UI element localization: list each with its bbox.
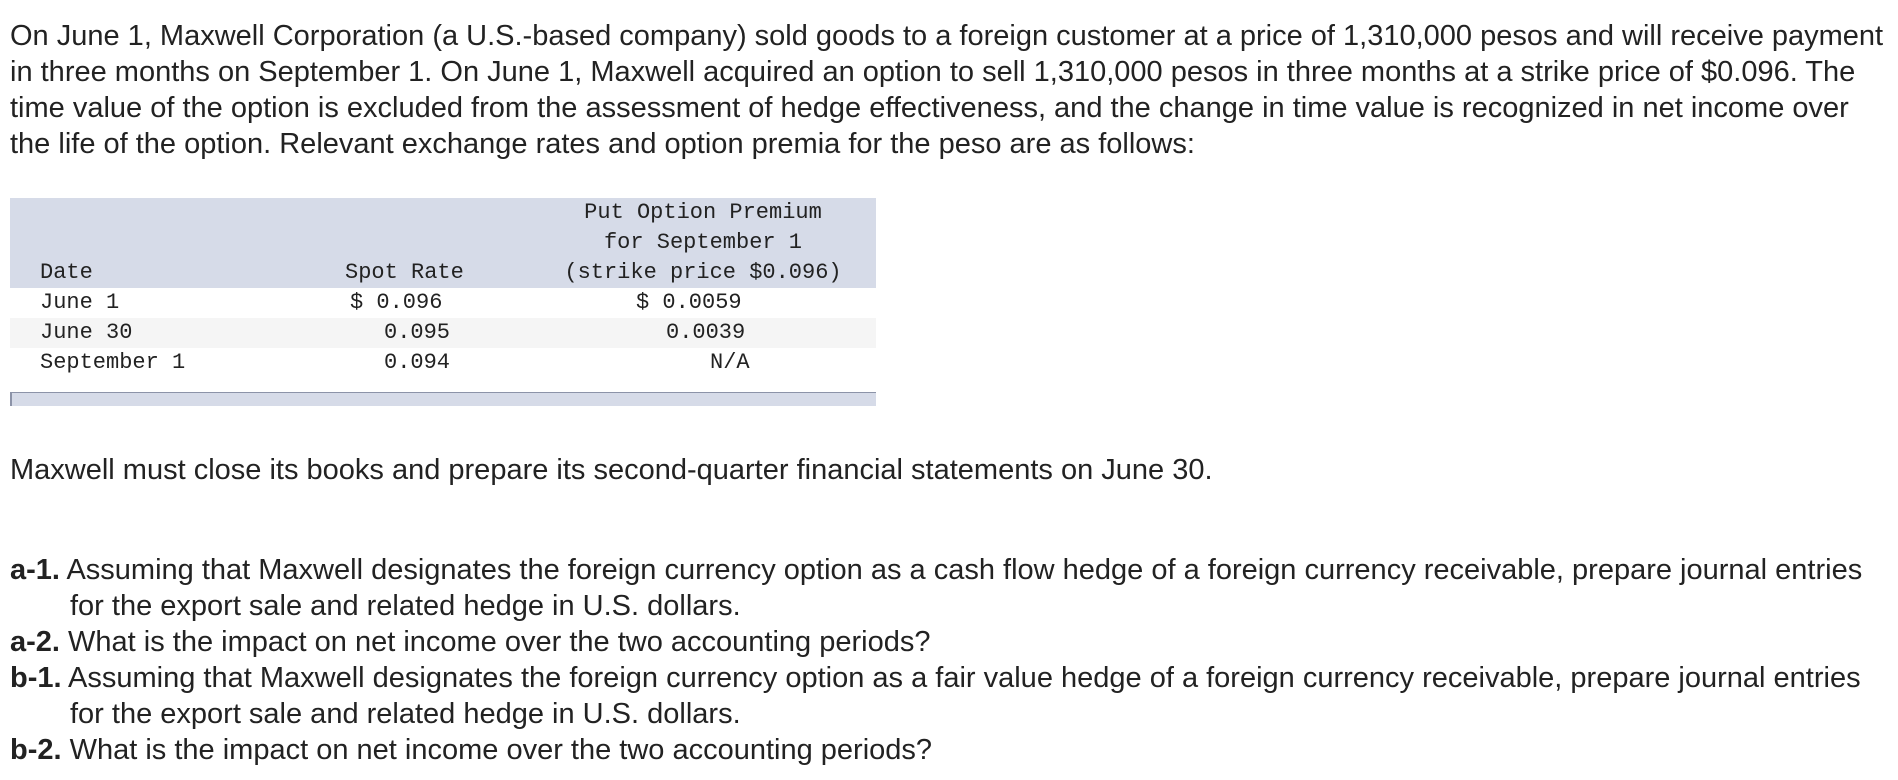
row-spot-rate: 0.095 xyxy=(384,320,451,345)
header-date: Date xyxy=(40,260,93,285)
table-row-band xyxy=(10,318,876,348)
question-list: a-1. Assuming that Maxwell designates th… xyxy=(10,552,1890,768)
question-item: a-1. Assuming that Maxwell designates th… xyxy=(10,552,1890,624)
row-premium: N/A xyxy=(710,350,750,375)
question-text: What is the impact on net income over th… xyxy=(68,626,931,658)
question-item: b-2. What is the impact on net income ov… xyxy=(10,732,1890,768)
row-premium: $ 0.0059 xyxy=(636,290,742,315)
header-premium-line: for September 1 xyxy=(603,230,803,255)
question-text: Assuming that Maxwell designates the for… xyxy=(66,554,1863,622)
close-books-note: Maxwell must close its books and prepare… xyxy=(10,454,1213,486)
question-label: a-1. xyxy=(10,554,60,586)
question-label: a-2. xyxy=(10,626,60,658)
table-row-band xyxy=(10,288,876,318)
row-spot-rate: $ 0.096 xyxy=(350,290,443,315)
question-item: b-1. Assuming that Maxwell designates th… xyxy=(10,660,1890,732)
question-text: What is the impact on net income over th… xyxy=(69,734,933,766)
header-put-option-premium: Put Option Premium for September 1 (stri… xyxy=(530,198,876,288)
row-spot-rate: 0.094 xyxy=(384,350,451,375)
row-date: September 1 xyxy=(40,350,186,375)
table-footer-bar xyxy=(10,392,876,406)
question-label: b-1. xyxy=(10,662,62,694)
row-premium: 0.0039 xyxy=(666,320,746,345)
header-spot-rate: Spot Rate xyxy=(345,260,464,285)
question-text: Assuming that Maxwell designates the for… xyxy=(68,662,1861,730)
problem-intro: On June 1, Maxwell Corporation (a U.S.-b… xyxy=(10,20,1884,160)
header-premium-line: Put Option Premium xyxy=(584,200,822,225)
question-item: a-2. What is the impact on net income ov… xyxy=(10,624,1890,660)
header-premium-line: (strike price $0.096) xyxy=(564,260,842,285)
question-label: b-2. xyxy=(10,734,62,766)
row-date: June 1 xyxy=(40,290,120,315)
exchange-rate-table: Date Spot Rate Put Option Premium for Se… xyxy=(10,198,876,406)
table-header-band xyxy=(10,198,876,288)
row-date: June 30 xyxy=(40,320,133,345)
